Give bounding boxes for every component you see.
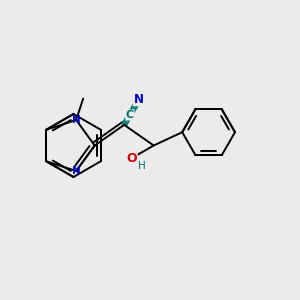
Text: N: N [134, 93, 143, 106]
Text: N: N [72, 166, 81, 176]
Text: N: N [72, 115, 81, 125]
Text: C: C [126, 110, 134, 120]
Text: H: H [138, 161, 146, 171]
Text: O: O [127, 152, 137, 165]
